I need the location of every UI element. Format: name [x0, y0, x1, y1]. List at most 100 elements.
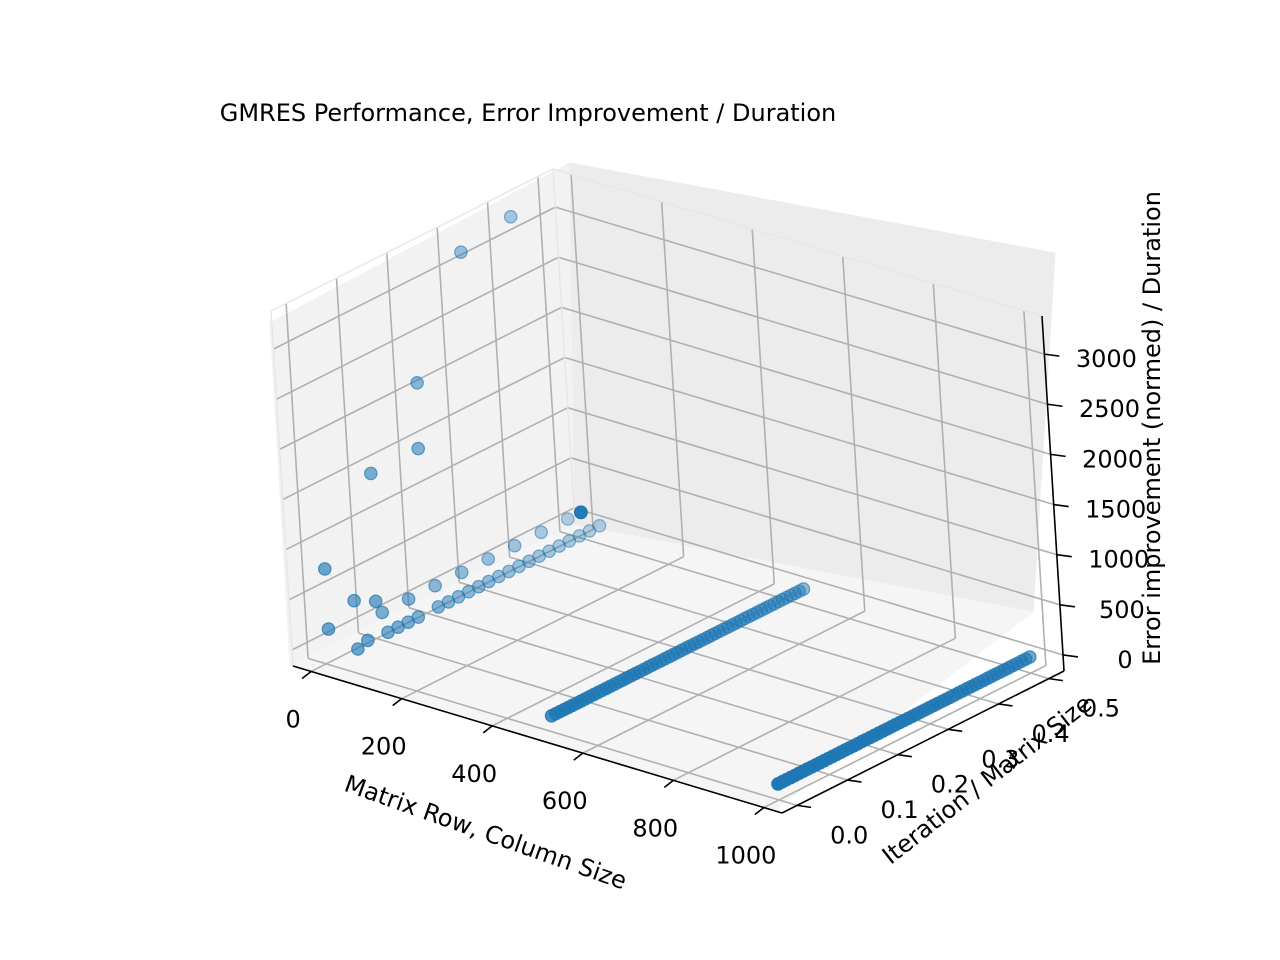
- grid-line-y-floor: [358, 632, 848, 781]
- grid-line-y-side: [486, 201, 511, 558]
- x-tick-mark: [482, 725, 493, 734]
- grid-line-x-floor: [491, 583, 775, 727]
- scatter-point-series-1: [454, 565, 469, 580]
- x-tick-mark: [392, 698, 403, 707]
- grid-line-y-floor: [458, 581, 949, 731]
- scatter-point-series-0: [381, 625, 395, 640]
- scatter-point-series-0: [360, 633, 375, 648]
- pane-edge: [552, 168, 576, 525]
- y-tick-label: 0.3: [981, 745, 1019, 773]
- grid-line-z-back: [573, 507, 1064, 656]
- z-tick-mark: [1059, 604, 1076, 608]
- scatter-point-series-4: [771, 777, 785, 791]
- grid-line-x-floor: [582, 610, 866, 754]
- z-tick-mark: [1044, 353, 1060, 357]
- z-tick-mark: [1053, 503, 1069, 508]
- scatter-point-series-1: [401, 592, 416, 606]
- x-tick-label: 200: [361, 733, 407, 761]
- scatter-point-series-2: [503, 210, 518, 224]
- scatter-point-series-1: [428, 578, 442, 593]
- grid-line-y-floor: [559, 530, 1050, 680]
- scatter-point-series-2: [317, 562, 332, 576]
- y-tick-label: 0.5: [1082, 695, 1120, 723]
- x-tick-mark: [663, 779, 674, 788]
- z-tick-mark: [1047, 403, 1063, 408]
- chart-title: GMRES Performance, Error Improvement / D…: [220, 99, 837, 127]
- grid-line-z-side: [288, 457, 572, 601]
- x-tick-label: 400: [451, 760, 497, 788]
- axis-lines: [292, 315, 1065, 814]
- pane-edge: [270, 310, 294, 667]
- scatter-point-series-2: [410, 375, 424, 390]
- z-tick-label: 3000: [1076, 345, 1137, 373]
- grid-line-z-back: [561, 306, 1051, 456]
- grid-line-y-side: [285, 303, 309, 659]
- scatter-point-series-1: [560, 512, 575, 526]
- scatter-point-series-0: [351, 642, 365, 656]
- grid-line-y-floor: [307, 657, 798, 807]
- grid-line-y-side: [386, 252, 410, 608]
- grid-line-y-side: [537, 176, 561, 532]
- y-tick-label: 0.1: [881, 796, 919, 824]
- grid-line-x-floor: [401, 555, 685, 700]
- x-tick-mark: [301, 670, 312, 680]
- z-tick-label: 500: [1099, 596, 1145, 624]
- grid-line-z-side: [285, 406, 569, 551]
- grid-line-x-back: [841, 256, 866, 612]
- scatter-point-series-1: [534, 525, 548, 540]
- y-tick-mark: [1048, 677, 1064, 682]
- y-tick-mark: [998, 703, 1013, 707]
- grid-line-z-side: [276, 256, 559, 400]
- scatter-point-series-1: [507, 538, 522, 553]
- x-axis-line: [292, 665, 783, 814]
- y-tick-mark: [796, 804, 812, 809]
- x-tick-label: 600: [542, 787, 588, 815]
- grid-line-x-back: [1023, 310, 1047, 666]
- grid-line-z-side: [282, 356, 566, 501]
- x-tick-label: 0: [285, 705, 300, 733]
- x-tick-label: 1000: [715, 842, 776, 870]
- x-tick-label: 800: [632, 814, 678, 842]
- grid-line-x-back: [932, 283, 957, 639]
- z-tick-mark: [1056, 553, 1072, 558]
- x-tick-mark: [754, 806, 765, 816]
- scatter-point-series-1: [375, 605, 389, 620]
- y-tick-mark: [897, 753, 912, 758]
- z-tick-label: 2500: [1079, 395, 1140, 423]
- scatter-point-series-2: [454, 245, 468, 259]
- y-tick-mark: [948, 728, 963, 733]
- grid-line-y-side: [436, 227, 460, 583]
- scatter-point-series-0: [431, 600, 446, 614]
- scatter-point-series-2: [363, 466, 378, 481]
- y-axis-line: [781, 670, 1065, 814]
- grid-line-x-back: [660, 201, 685, 557]
- grid-line-z-back: [555, 206, 1045, 355]
- y-tick-label: 0.2: [931, 771, 969, 799]
- z-tick-label: 0: [1117, 646, 1132, 674]
- z-tick-label: 2000: [1082, 445, 1143, 473]
- tick-labels: 0 200 400 600 800 1000 0.0 0.1 0.2 0.3 0.4 0.5 0 500 1…: [285, 345, 1149, 870]
- grid-line-z-side: [291, 507, 575, 651]
- scatter-point-series-1: [321, 622, 336, 636]
- y-tick-label: 0.4: [1032, 720, 1070, 748]
- grid-line-x-floor: [672, 637, 956, 782]
- pane-edge: [552, 168, 1043, 317]
- z-axis-label: Error improvement (normed) / Duration: [1138, 191, 1166, 665]
- z-tick-mark: [1050, 453, 1066, 458]
- scatter-point-series-1: [347, 593, 361, 608]
- grid-line-y-floor: [509, 556, 999, 705]
- scatter-point-series-0: [411, 441, 425, 456]
- scatter-points: [317, 210, 1037, 791]
- scatter-point-series-0: [368, 594, 383, 609]
- z-axis-line: [1041, 315, 1065, 672]
- pane-edge: [270, 168, 554, 312]
- grid-line-y-floor: [408, 606, 899, 756]
- y-tick-label: 0.0: [830, 821, 868, 849]
- grid-line-z-back: [570, 457, 1061, 606]
- scatter-point-series-1: [481, 552, 495, 566]
- z-tick-label: 1000: [1088, 546, 1149, 574]
- x-tick-mark: [573, 752, 584, 761]
- grid-line-x-back: [751, 228, 776, 584]
- scatter-point-series-1: [574, 505, 588, 520]
